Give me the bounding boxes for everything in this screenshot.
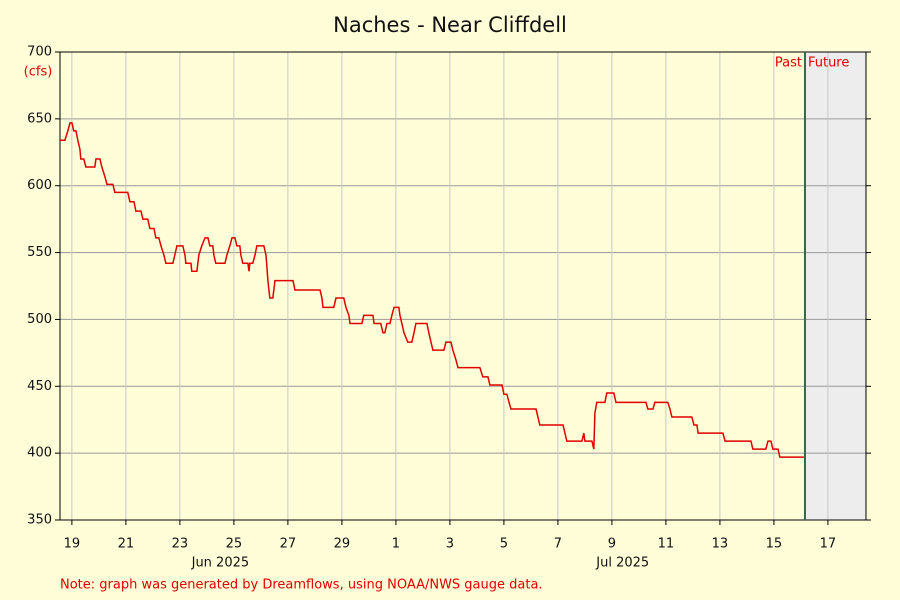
x-tick-label: 17 — [820, 537, 837, 552]
x-tick-label: 21 — [118, 537, 135, 552]
x-tick-label: 5 — [500, 537, 508, 552]
x-tick-label: 15 — [766, 537, 783, 552]
y-tick-label: 700 — [27, 45, 52, 60]
x-tick-label: 11 — [658, 537, 675, 552]
x-tick-label: 23 — [172, 537, 189, 552]
month-label: Jul 2025 — [595, 556, 649, 571]
x-tick-label: 19 — [64, 537, 81, 552]
month-label: Jun 2025 — [191, 556, 250, 571]
y-unit-label: (cfs) — [24, 65, 53, 80]
flow-line — [60, 122, 804, 458]
x-tick-label: 27 — [280, 537, 297, 552]
x-tick-label: 13 — [712, 537, 729, 552]
x-tick-label: 7 — [554, 537, 562, 552]
x-tick-label: 29 — [334, 537, 351, 552]
chart-title: Naches - Near Cliffdell — [333, 13, 567, 37]
y-tick-label: 650 — [27, 111, 52, 126]
past-label: Past — [775, 56, 802, 71]
x-tick-label: 25 — [226, 537, 243, 552]
x-tick-label: 1 — [392, 537, 400, 552]
y-tick-label: 350 — [27, 513, 52, 528]
future-label: Future — [808, 56, 849, 71]
note: Note: graph was generated by Dreamflows,… — [60, 578, 543, 593]
y-tick-label: 550 — [27, 245, 52, 260]
y-tick-label: 450 — [27, 379, 52, 394]
y-tick-label: 500 — [27, 312, 52, 327]
plot-frame — [59, 51, 867, 521]
y-tick-label: 400 — [27, 446, 52, 461]
x-tick-label: 3 — [446, 537, 454, 552]
x-tick-label: 9 — [608, 537, 616, 552]
y-tick-label: 600 — [27, 178, 52, 193]
future-region — [804, 52, 866, 520]
